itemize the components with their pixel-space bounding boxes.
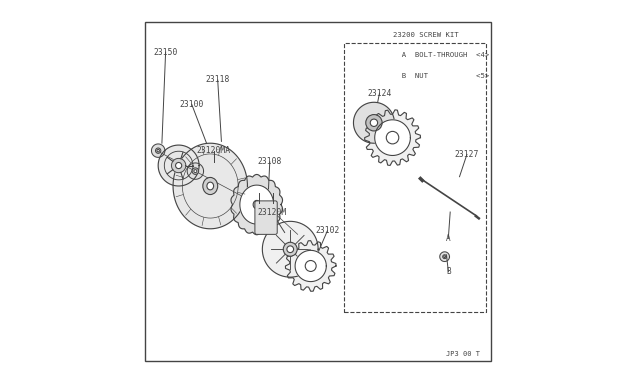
Circle shape [192,168,198,174]
Text: A: A [446,234,451,243]
Text: 23200 SCREW KIT: 23200 SCREW KIT [392,32,458,38]
Polygon shape [152,144,165,157]
Text: 23108: 23108 [257,157,282,166]
Circle shape [157,150,159,152]
Polygon shape [231,174,282,235]
Circle shape [371,119,378,126]
Ellipse shape [253,201,260,209]
Text: 23120MA: 23120MA [197,146,231,155]
Text: 23102: 23102 [316,226,340,235]
Circle shape [305,260,316,272]
Text: 23100: 23100 [179,100,204,109]
Polygon shape [240,185,274,224]
Text: A  BOLT-THROUGH  <4>: A BOLT-THROUGH <4> [392,52,489,58]
Polygon shape [173,143,248,229]
Circle shape [175,163,182,169]
Text: 23150: 23150 [154,48,178,57]
Circle shape [156,148,161,153]
Polygon shape [158,145,199,186]
Circle shape [284,242,297,256]
Circle shape [387,131,399,144]
Text: 23124: 23124 [367,89,392,97]
Circle shape [365,115,382,131]
Text: 23118: 23118 [205,76,230,84]
Bar [344,43,486,312]
Text: 23120M: 23120M [257,208,286,217]
Ellipse shape [203,177,218,195]
Polygon shape [262,221,318,277]
Text: B: B [446,267,451,276]
Polygon shape [188,163,204,179]
Polygon shape [374,120,410,155]
Polygon shape [440,252,449,262]
Polygon shape [172,158,186,173]
Polygon shape [285,241,336,291]
Text: 23127: 23127 [455,150,479,159]
Text: JP3 00 T: JP3 00 T [446,351,480,357]
Ellipse shape [207,182,214,190]
Circle shape [443,255,447,259]
Polygon shape [353,102,394,143]
Polygon shape [295,250,326,282]
Polygon shape [365,110,420,166]
Circle shape [444,256,445,257]
Circle shape [194,170,197,173]
Text: B  NUT           <5>: B NUT <5> [392,73,489,78]
FancyBboxPatch shape [255,201,277,234]
Circle shape [287,246,294,253]
